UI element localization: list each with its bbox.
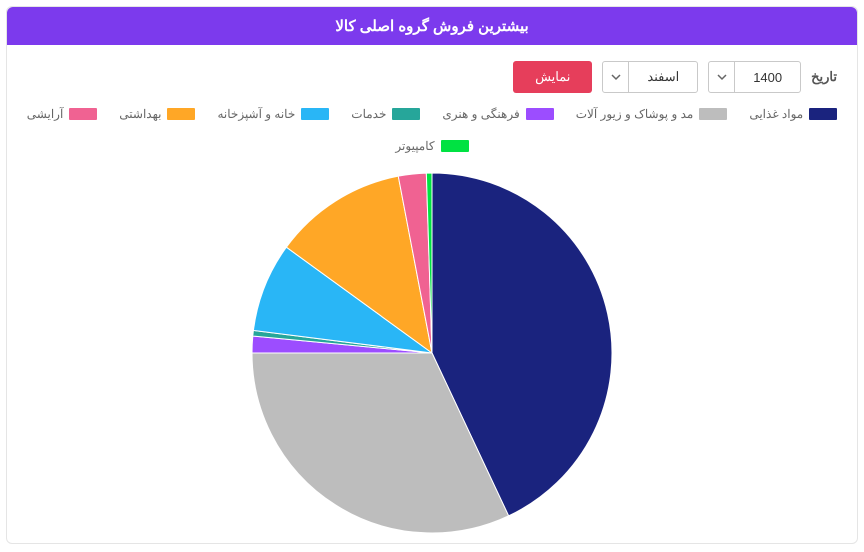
- date-label: تاریخ: [811, 69, 837, 85]
- legend-item[interactable]: مواد غذایی: [749, 107, 837, 121]
- legend-label: مد و پوشاک و زیور آلات: [576, 107, 694, 121]
- legend-swatch: [392, 108, 420, 120]
- legend-swatch: [699, 108, 727, 120]
- legend-item[interactable]: کامپیوتر: [395, 139, 468, 153]
- filter-bar: تاریخ 1400 اسفند نمایش: [7, 45, 857, 101]
- pie-chart: [242, 163, 622, 543]
- legend-item[interactable]: فرهنگی و هنری: [442, 107, 553, 121]
- legend-item[interactable]: بهداشتی: [119, 107, 195, 121]
- legend-item[interactable]: آرایشی: [27, 107, 98, 121]
- legend-label: فرهنگی و هنری: [442, 107, 519, 121]
- sales-pie-panel: بیشترین فروش گروه اصلی کالا تاریخ 1400 ا…: [6, 6, 858, 544]
- chevron-down-icon: [603, 62, 629, 92]
- month-select[interactable]: اسفند: [602, 61, 698, 93]
- legend-swatch: [526, 108, 554, 120]
- legend-swatch: [301, 108, 329, 120]
- legend-label: خانه و آشپزخانه: [217, 107, 295, 121]
- legend-swatch: [441, 140, 469, 152]
- legend-label: مواد غذایی: [749, 107, 803, 121]
- legend-label: بهداشتی: [119, 107, 161, 121]
- panel-title: بیشترین فروش گروه اصلی کالا: [7, 7, 857, 45]
- chart-legend: مواد غذایی مد و پوشاک و زیور آلات فرهنگی و…: [7, 101, 857, 157]
- legend-label: آرایشی: [27, 107, 64, 121]
- legend-item[interactable]: خانه و آشپزخانه: [217, 107, 329, 121]
- month-select-value: اسفند: [629, 69, 697, 85]
- chevron-down-icon: [709, 62, 735, 92]
- legend-swatch: [69, 108, 97, 120]
- chart-container: [7, 157, 857, 543]
- legend-label: کامپیوتر: [395, 139, 434, 153]
- year-select-value: 1400: [735, 70, 800, 85]
- legend-swatch: [167, 108, 195, 120]
- year-select[interactable]: 1400: [708, 61, 801, 93]
- show-button[interactable]: نمایش: [513, 61, 592, 93]
- legend-swatch: [809, 108, 837, 120]
- legend-item[interactable]: خدمات: [351, 107, 420, 121]
- legend-item[interactable]: مد و پوشاک و زیور آلات: [576, 107, 728, 121]
- legend-label: خدمات: [351, 107, 386, 121]
